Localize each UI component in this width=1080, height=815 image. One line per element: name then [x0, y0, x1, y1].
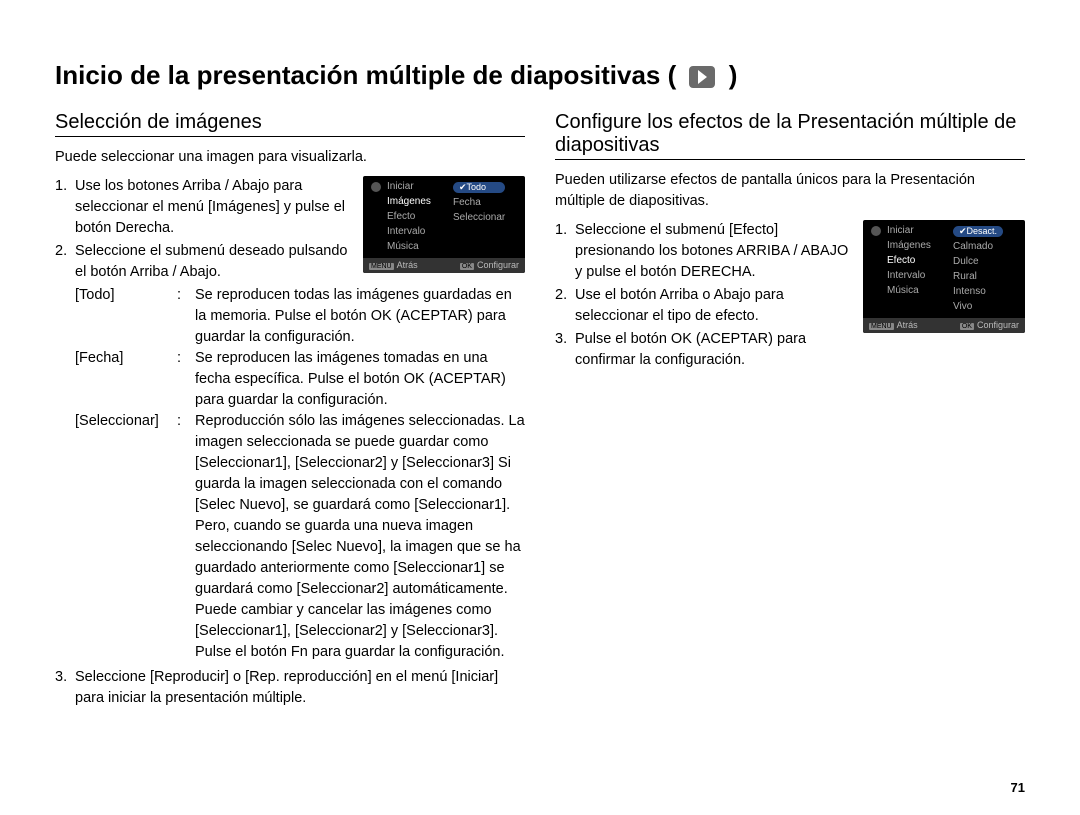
option-label: [Seleccionar]: [75, 411, 177, 432]
option-row: [Seleccionar] : Reproducción sólo las im…: [75, 411, 525, 663]
shot-sub-left: ✔Todo Fecha Seleccionar: [453, 182, 505, 252]
step: 2. Use el botón Arriba o Abajo para sele…: [555, 285, 853, 327]
columns: Selección de imágenes Puede seleccionar …: [55, 111, 1025, 711]
shot-menu-item: Imágenes: [887, 241, 947, 251]
shot-menu-right: Iniciar Imágenes Efecto Intervalo Música: [887, 226, 947, 312]
right-column: Configure los efectos de la Presentación…: [555, 111, 1025, 711]
left-intro: Puede seleccionar una imagen para visual…: [55, 147, 525, 168]
page-title-row: Inicio de la presentación múltiple de di…: [55, 60, 1025, 91]
key-icon: OK: [960, 323, 974, 330]
step-num: 1.: [55, 176, 75, 239]
step-body: Use el botón Arriba o Abajo para selecci…: [575, 285, 853, 327]
step: 3. Seleccione [Reproducir] o [Rep. repro…: [55, 667, 525, 709]
key-icon: OK: [460, 263, 474, 270]
shot-sub-item: Rural: [953, 272, 1003, 282]
shot-menu-item: Efecto: [387, 212, 447, 222]
shot-menu-item: Intervalo: [887, 271, 947, 281]
left-body: Iniciar Imágenes Efecto Intervalo Música…: [55, 176, 525, 711]
shot-sub-item: Dulce: [953, 257, 1003, 267]
left-steps-2: 3. Seleccione [Reproducir] o [Rep. repro…: [55, 667, 525, 709]
right-screenshot: Iniciar Imágenes Efecto Intervalo Música…: [863, 220, 1025, 333]
shot-sub-item: Calmado: [953, 242, 1003, 252]
step-body: Seleccione el submenú [Efecto] presionan…: [575, 220, 853, 283]
option-desc: Se reproducen todas las imágenes guardad…: [195, 285, 525, 348]
mode-icon: [371, 182, 381, 192]
option-desc: Se reproducen las imágenes tomadas en un…: [195, 348, 525, 411]
shot-menu-item: Música: [887, 286, 947, 296]
step-num: 2.: [555, 285, 575, 327]
step: 2. Seleccione el submenú deseado pulsand…: [55, 241, 353, 283]
step-body: Seleccione [Reproducir] o [Rep. reproduc…: [75, 667, 525, 709]
page-title: Inicio de la presentación múltiple de di…: [55, 60, 737, 91]
shot-sub-item: Seleccionar: [453, 213, 505, 223]
key-icon: MENU: [869, 323, 894, 330]
mode-icon: [871, 226, 881, 236]
step-num: 2.: [55, 241, 75, 283]
shot-menu-item: Iniciar: [887, 226, 947, 236]
shot-menu-item: Intervalo: [387, 227, 447, 237]
step-body: Pulse el botón OK (ACEPTAR) para confirm…: [575, 329, 853, 371]
option-label: [Fecha]: [75, 348, 177, 369]
right-screenshot-wrap: Iniciar Imágenes Efecto Intervalo Música…: [863, 220, 1025, 333]
step-num: 3.: [55, 667, 75, 709]
right-body: Iniciar Imágenes Efecto Intervalo Música…: [555, 220, 1025, 373]
option-colon: :: [177, 411, 195, 432]
shot-sub-item: Vivo: [953, 302, 1003, 312]
option-desc: Reproducción sólo las imágenes seleccion…: [195, 411, 525, 663]
shot-foot-right-label: Configurar: [477, 260, 519, 270]
title-prefix: Inicio de la presentación múltiple de di…: [55, 60, 683, 90]
shot-menu-item: Efecto: [887, 256, 947, 266]
left-heading: Selección de imágenes: [55, 111, 525, 137]
step-body: Use los botones Arriba / Abajo para sele…: [75, 176, 353, 239]
right-heading: Configure los efectos de la Presentación…: [555, 111, 1025, 160]
shot-sub-item: ✔Desact.: [953, 226, 1003, 237]
step: 3. Pulse el botón OK (ACEPTAR) para conf…: [555, 329, 853, 371]
shot-foot-left-label: Atrás: [397, 260, 418, 270]
left-screenshot-wrap: Iniciar Imágenes Efecto Intervalo Música…: [363, 176, 525, 273]
shot-foot-left: MENUAtrás: [869, 321, 918, 330]
left-screenshot: Iniciar Imágenes Efecto Intervalo Música…: [363, 176, 525, 273]
shot-menu-item: Iniciar: [387, 182, 447, 192]
title-suffix: ): [721, 60, 737, 90]
step: 1. Use los botones Arriba / Abajo para s…: [55, 176, 353, 239]
step: 1. Seleccione el submenú [Efecto] presio…: [555, 220, 853, 283]
shot-sub-item: Fecha: [453, 198, 505, 208]
step-body: Seleccione el submenú deseado pulsando e…: [75, 241, 353, 283]
shot-sub-item: Intenso: [953, 287, 1003, 297]
option-colon: :: [177, 285, 195, 306]
option-row: [Fecha] : Se reproducen las imágenes tom…: [75, 348, 525, 411]
option-row: [Todo] : Se reproducen todas las imágene…: [75, 285, 525, 348]
option-colon: :: [177, 348, 195, 369]
shot-foot-right: OKConfigurar: [960, 321, 1019, 330]
slideshow-icon: [689, 66, 715, 88]
shot-foot-left-label: Atrás: [897, 320, 918, 330]
shot-foot-right: OKConfigurar: [460, 261, 519, 270]
left-column: Selección de imágenes Puede seleccionar …: [55, 111, 525, 711]
shot-foot-left: MENUAtrás: [369, 261, 418, 270]
key-icon: MENU: [369, 263, 394, 270]
shot-sub-item: ✔Todo: [453, 182, 505, 193]
right-intro: Pueden utilizarse efectos de pantalla ún…: [555, 170, 1025, 212]
shot-sub-right: ✔Desact. Calmado Dulce Rural Intenso Viv…: [953, 226, 1003, 312]
option-label: [Todo]: [75, 285, 177, 306]
shot-menu-left: Iniciar Imágenes Efecto Intervalo Música: [387, 182, 447, 252]
shot-menu-item: Imágenes: [387, 197, 447, 207]
shot-foot-right-label: Configurar: [977, 320, 1019, 330]
shot-menu-item: Música: [387, 242, 447, 252]
step-num: 3.: [555, 329, 575, 371]
page-number: 71: [1011, 780, 1025, 795]
step-num: 1.: [555, 220, 575, 283]
